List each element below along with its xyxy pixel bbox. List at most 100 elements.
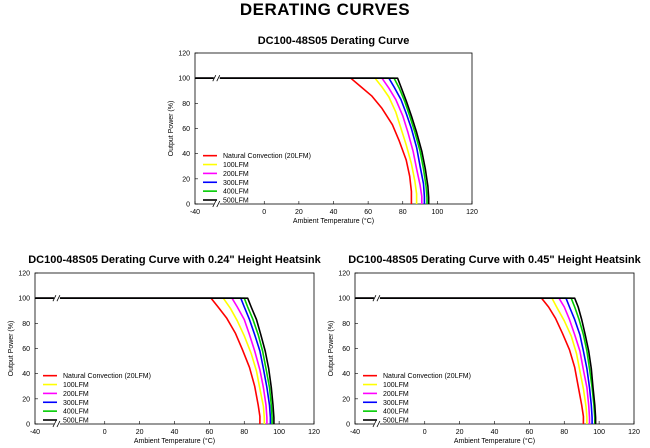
legend-entry: 100LFM <box>223 162 249 169</box>
y-tick-label: 20 <box>22 396 30 403</box>
axis-break-gap <box>373 294 380 303</box>
x-axis-label: Ambient Temperature (°C) <box>454 437 535 445</box>
series-line <box>195 77 413 204</box>
y-tick-label: 60 <box>342 346 350 353</box>
x-tick-label: 0 <box>103 429 107 436</box>
axis-break-mark <box>372 420 381 428</box>
y-tick-label: 40 <box>182 151 190 158</box>
y-tick-label: 120 <box>338 271 350 278</box>
series-line <box>35 297 268 424</box>
x-tick-label: 120 <box>466 209 478 216</box>
series-line <box>35 297 266 424</box>
chart-title: DC100-48S05 Derating Curve with 0.24" He… <box>28 254 321 266</box>
x-tick-label: 120 <box>628 429 640 436</box>
axis-break-gap <box>53 420 60 428</box>
legend-entry: 500LFM <box>383 418 409 425</box>
axis-break-gap <box>373 420 380 428</box>
legend-entry: 100LFM <box>63 382 89 389</box>
axis-break-gap <box>213 74 220 83</box>
series-line <box>35 297 272 424</box>
x-tick-label: -40 <box>350 429 360 436</box>
series-line <box>195 77 418 204</box>
legend-entry: 200LFM <box>63 391 89 398</box>
legend-entry: 400LFM <box>383 409 409 416</box>
y-tick-label: 60 <box>22 346 30 353</box>
x-tick-label: -40 <box>30 429 40 436</box>
legend-entry: 100LFM <box>383 382 409 389</box>
axis-break-mark <box>212 74 221 82</box>
x-tick-label: 80 <box>399 209 407 216</box>
y-tick-label: 60 <box>182 126 190 133</box>
y-tick-label: 0 <box>186 202 190 209</box>
x-tick-label: 100 <box>273 429 285 436</box>
y-tick-label: 100 <box>18 296 30 303</box>
y-tick-label: 120 <box>178 51 190 58</box>
y-tick-label: 40 <box>342 371 350 378</box>
legend-entry: Natural Convection (20LFM) <box>63 373 151 380</box>
x-tick-label: 20 <box>456 429 464 436</box>
legend-entry: 300LFM <box>223 180 249 187</box>
y-axis-label: Output Power (%) <box>8 321 15 377</box>
y-tick-label: 100 <box>178 76 190 83</box>
y-tick-label: 80 <box>342 321 350 328</box>
legend-entry: 200LFM <box>383 391 409 398</box>
y-tick-label: 20 <box>182 176 190 183</box>
legend-entry: 400LFM <box>223 189 249 196</box>
x-tick-label: 0 <box>262 209 266 216</box>
series-line <box>35 297 273 424</box>
x-axis-label: Ambient Temperature (°C) <box>134 437 215 445</box>
x-tick-label: 60 <box>364 209 372 216</box>
y-tick-label: 80 <box>182 101 190 108</box>
y-tick-label: 120 <box>18 271 30 278</box>
axis-break-gap <box>53 294 60 303</box>
chart-1: DC100-48S05 Derating Curve-40 0 20 40 60 80 10… <box>168 35 478 225</box>
chart-title: DC100-48S05 Derating Curve with 0.45" He… <box>348 254 641 266</box>
legend-entry: 400LFM <box>63 409 89 416</box>
x-tick-label: 80 <box>560 429 568 436</box>
series-line <box>35 297 261 424</box>
series-line <box>355 297 588 424</box>
legend-entry: Natural Convection (20LFM) <box>223 153 311 160</box>
x-tick-label: 60 <box>525 429 533 436</box>
axis-break-gap <box>213 200 220 208</box>
y-tick-label: 80 <box>22 321 30 328</box>
x-tick-label: 40 <box>330 209 338 216</box>
x-axis-label: Ambient Temperature (°C) <box>293 217 374 225</box>
axis-break-mark <box>372 294 381 302</box>
x-tick-label: 20 <box>136 429 144 436</box>
y-tick-label: 20 <box>342 396 350 403</box>
series-line <box>355 297 593 424</box>
legend-entry: 500LFM <box>223 198 249 205</box>
chart-2: DC100-48S05 Derating Curve with 0.24" He… <box>8 254 322 445</box>
x-tick-label: 60 <box>205 429 213 436</box>
x-tick-label: 0 <box>423 429 427 436</box>
x-tick-label: 120 <box>308 429 320 436</box>
y-axis-label: Output Power (%) <box>328 321 335 377</box>
x-tick-label: 20 <box>295 209 303 216</box>
series-line <box>355 297 585 424</box>
series-line <box>195 77 430 204</box>
y-axis-label: Output Power (%) <box>168 101 175 157</box>
chart-3: DC100-48S05 Derating Curve with 0.45" He… <box>328 254 642 445</box>
x-tick-label: 40 <box>171 429 179 436</box>
legend-entry: 200LFM <box>223 171 249 178</box>
x-tick-label: 80 <box>240 429 248 436</box>
y-tick-label: 100 <box>338 296 350 303</box>
series-line <box>355 297 596 424</box>
x-tick-label: 100 <box>593 429 605 436</box>
series-line <box>195 77 423 204</box>
y-tick-label: 0 <box>346 422 350 429</box>
series-line <box>355 297 591 424</box>
x-tick-label: 100 <box>432 209 444 216</box>
legend-entry: 300LFM <box>383 400 409 407</box>
page-title: DERATING CURVES <box>239 0 411 19</box>
y-tick-label: 40 <box>22 371 30 378</box>
series-line <box>195 77 426 204</box>
series-line <box>35 297 275 424</box>
x-tick-label: 40 <box>491 429 499 436</box>
legend-entry: 500LFM <box>63 418 89 425</box>
axis-break-mark <box>52 420 61 428</box>
x-tick-label: -40 <box>190 209 200 216</box>
axis-break-mark <box>212 200 221 208</box>
axis-break-mark <box>52 294 61 302</box>
